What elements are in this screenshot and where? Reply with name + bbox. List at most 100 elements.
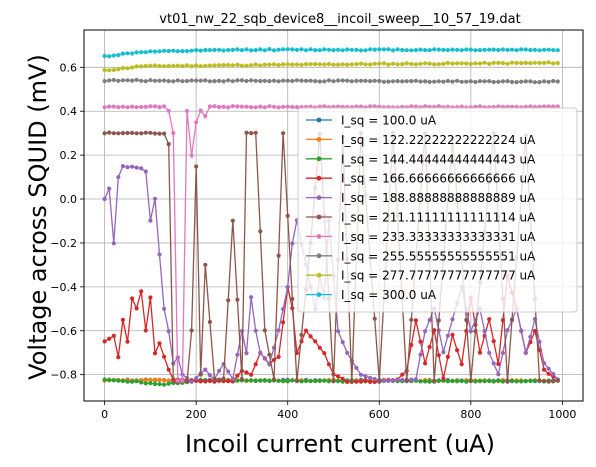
data-point (134, 131, 139, 136)
data-point (175, 49, 180, 54)
legend-label: I_sq = 188.88888888888889 uA (341, 191, 536, 205)
data-point (445, 354, 450, 359)
data-point (418, 61, 423, 66)
data-point (217, 105, 222, 110)
data-point (253, 62, 258, 67)
data-point (111, 333, 116, 338)
data-point (198, 64, 203, 69)
legend-marker (316, 117, 322, 123)
series-line (104, 378, 558, 386)
data-point (281, 47, 286, 52)
data-point (377, 47, 382, 52)
data-point (436, 62, 441, 67)
data-point (372, 376, 377, 382)
data-point (459, 378, 464, 383)
data-point (253, 378, 258, 383)
data-point (125, 339, 130, 344)
data-point (505, 328, 510, 333)
data-point (281, 62, 286, 67)
data-point (162, 378, 167, 383)
series-10 (102, 47, 560, 59)
data-point (226, 298, 231, 303)
data-point (152, 351, 158, 356)
data-point (473, 379, 478, 384)
data-point (322, 378, 327, 383)
data-point (326, 62, 331, 67)
data-point (450, 47, 455, 52)
data-point (180, 79, 185, 84)
data-point (381, 47, 386, 52)
data-point (217, 377, 222, 382)
data-point (139, 50, 144, 55)
data-point (198, 108, 203, 113)
data-point (281, 379, 286, 384)
legend-label: I_sq = 300.0 uA (341, 288, 437, 302)
data-point (148, 381, 153, 386)
data-point (203, 262, 208, 267)
data-point (207, 79, 212, 84)
data-point (171, 379, 176, 384)
data-point (276, 62, 281, 68)
data-point (395, 47, 400, 52)
data-point (395, 79, 400, 84)
y-tick-label: −0.4 (50, 281, 77, 294)
y-tick-label: 0.6 (60, 61, 78, 74)
data-point (363, 374, 368, 379)
y-tick-label: 0.2 (60, 149, 78, 162)
data-point (546, 60, 551, 65)
data-point (143, 63, 148, 69)
data-point (285, 104, 290, 109)
data-point (130, 51, 135, 56)
data-point (336, 47, 341, 52)
data-point (537, 378, 542, 383)
data-point (496, 372, 501, 377)
data-point (290, 241, 295, 246)
data-point (436, 79, 441, 84)
data-point (532, 328, 538, 334)
series-line (104, 275, 559, 383)
data-point (276, 105, 281, 110)
data-point (143, 378, 148, 383)
data-point (441, 61, 446, 66)
data-point (400, 377, 405, 382)
legend-label: I_sq = 233.33333333333331 uA (341, 230, 536, 244)
data-point (551, 61, 556, 66)
data-point (262, 378, 267, 383)
data-point (162, 64, 167, 69)
data-point (372, 47, 377, 52)
data-point (505, 379, 510, 384)
data-point (221, 63, 226, 68)
data-point (413, 48, 418, 53)
data-point (340, 62, 345, 67)
data-point (528, 378, 533, 384)
data-point (166, 329, 171, 334)
data-point (152, 131, 158, 136)
data-point (363, 78, 368, 83)
data-point (267, 352, 272, 357)
data-point (207, 63, 212, 68)
data-point (143, 104, 148, 109)
data-point (152, 104, 158, 109)
data-point (207, 104, 212, 109)
data-point (130, 78, 135, 83)
data-point (477, 79, 483, 84)
data-point (400, 372, 405, 377)
data-point (294, 78, 299, 83)
data-point (271, 104, 277, 109)
data-point (226, 369, 231, 374)
data-point (134, 50, 139, 55)
data-point (468, 47, 473, 52)
data-point (299, 62, 304, 67)
data-point (230, 47, 235, 53)
data-point (217, 78, 222, 83)
data-point (299, 379, 304, 384)
data-point (381, 61, 386, 66)
data-point (226, 379, 231, 384)
data-point (207, 48, 212, 53)
data-point (102, 105, 107, 110)
y-tick-label: −0.6 (50, 325, 77, 338)
data-point (281, 104, 286, 109)
data-point (157, 63, 162, 69)
data-point (143, 169, 148, 174)
data-point (267, 79, 272, 84)
